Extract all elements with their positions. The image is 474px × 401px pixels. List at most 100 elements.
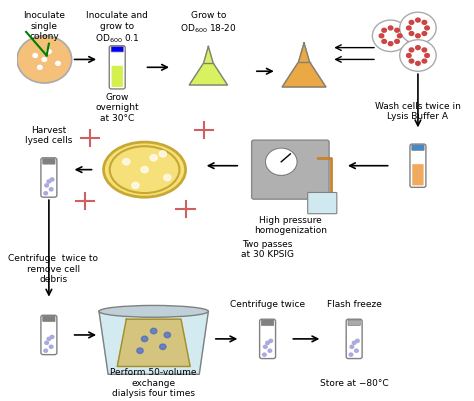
Circle shape — [150, 328, 157, 334]
Circle shape — [355, 349, 358, 352]
FancyBboxPatch shape — [308, 193, 337, 214]
Text: Flash freeze: Flash freeze — [327, 299, 382, 308]
Circle shape — [352, 341, 356, 344]
Circle shape — [397, 35, 402, 38]
Circle shape — [46, 51, 51, 55]
Circle shape — [409, 49, 414, 53]
Text: Grow
overnight
at 30°C: Grow overnight at 30°C — [95, 93, 139, 122]
Text: Harvest
lysed cells: Harvest lysed cells — [25, 125, 73, 144]
Circle shape — [416, 62, 420, 66]
Circle shape — [49, 188, 53, 191]
Circle shape — [45, 341, 48, 344]
Circle shape — [159, 151, 166, 158]
FancyBboxPatch shape — [410, 145, 426, 188]
Text: Store at −80°C: Store at −80°C — [320, 378, 389, 387]
Circle shape — [425, 27, 429, 31]
Circle shape — [263, 353, 266, 356]
Circle shape — [268, 349, 272, 352]
Circle shape — [356, 339, 359, 342]
Circle shape — [269, 339, 273, 342]
Circle shape — [56, 62, 60, 66]
FancyBboxPatch shape — [111, 47, 123, 53]
Circle shape — [388, 43, 393, 47]
FancyBboxPatch shape — [111, 67, 123, 88]
Circle shape — [409, 32, 414, 36]
Circle shape — [42, 58, 46, 62]
Circle shape — [164, 175, 171, 181]
Polygon shape — [117, 320, 190, 367]
Circle shape — [141, 167, 148, 173]
Circle shape — [266, 341, 269, 344]
Circle shape — [379, 35, 384, 38]
Circle shape — [382, 41, 386, 44]
FancyBboxPatch shape — [348, 320, 360, 326]
FancyBboxPatch shape — [262, 320, 274, 326]
Circle shape — [150, 155, 157, 162]
Circle shape — [37, 66, 42, 70]
FancyBboxPatch shape — [346, 320, 362, 358]
FancyBboxPatch shape — [109, 47, 125, 90]
FancyBboxPatch shape — [41, 316, 57, 355]
Text: Centrifuge  twice to
remove cell
debris: Centrifuge twice to remove cell debris — [9, 253, 99, 283]
Circle shape — [395, 29, 399, 33]
Circle shape — [265, 149, 297, 176]
Circle shape — [160, 344, 166, 350]
Text: Perform 50-volume
exchange
dialysis four times: Perform 50-volume exchange dialysis four… — [110, 367, 197, 397]
Circle shape — [409, 60, 414, 64]
Circle shape — [388, 27, 393, 31]
Circle shape — [422, 32, 427, 36]
FancyBboxPatch shape — [260, 320, 275, 358]
Circle shape — [425, 55, 429, 58]
Text: Centrifuge twice: Centrifuge twice — [230, 299, 305, 308]
Circle shape — [47, 180, 51, 184]
Circle shape — [45, 184, 48, 188]
Circle shape — [350, 345, 354, 348]
Circle shape — [395, 41, 399, 44]
FancyBboxPatch shape — [412, 165, 424, 186]
Circle shape — [44, 192, 47, 195]
Circle shape — [407, 55, 411, 58]
Text: Inoculate and
grow to
OD$_{600}$ 0.1: Inoculate and grow to OD$_{600}$ 0.1 — [86, 11, 148, 45]
Circle shape — [264, 345, 267, 348]
Text: Two passes
at 30 KPSIG: Two passes at 30 KPSIG — [241, 239, 294, 258]
Circle shape — [50, 178, 54, 182]
FancyBboxPatch shape — [43, 159, 55, 165]
Circle shape — [416, 35, 420, 38]
Ellipse shape — [99, 306, 209, 318]
FancyBboxPatch shape — [43, 316, 55, 322]
Circle shape — [164, 332, 171, 338]
Ellipse shape — [103, 143, 186, 198]
Circle shape — [47, 338, 51, 340]
Circle shape — [17, 37, 72, 84]
Circle shape — [49, 345, 53, 348]
Circle shape — [409, 21, 414, 25]
Circle shape — [44, 349, 47, 352]
Circle shape — [373, 21, 409, 53]
FancyBboxPatch shape — [41, 158, 57, 198]
Circle shape — [400, 13, 436, 45]
Polygon shape — [189, 47, 228, 86]
Circle shape — [50, 336, 54, 339]
Circle shape — [141, 336, 148, 342]
Polygon shape — [282, 44, 326, 88]
Circle shape — [382, 29, 386, 33]
Circle shape — [422, 21, 427, 25]
Polygon shape — [99, 312, 209, 375]
Circle shape — [416, 19, 420, 23]
Circle shape — [422, 60, 427, 64]
Text: Inoculate
single
colony: Inoculate single colony — [23, 11, 65, 41]
Text: Grow to
OD$_{600}$ 18-20: Grow to OD$_{600}$ 18-20 — [180, 11, 237, 34]
Circle shape — [422, 49, 427, 53]
Circle shape — [33, 55, 37, 58]
Circle shape — [349, 353, 353, 356]
FancyBboxPatch shape — [252, 141, 329, 200]
Circle shape — [407, 27, 411, 31]
Text: High pressure
homogenization: High pressure homogenization — [254, 215, 327, 235]
Circle shape — [400, 41, 436, 72]
Circle shape — [132, 183, 139, 189]
Circle shape — [416, 47, 420, 51]
FancyBboxPatch shape — [412, 146, 424, 151]
Text: Wash cells twice in
Lysis Buffer A: Wash cells twice in Lysis Buffer A — [375, 101, 461, 121]
Circle shape — [137, 348, 143, 354]
Circle shape — [123, 159, 130, 166]
